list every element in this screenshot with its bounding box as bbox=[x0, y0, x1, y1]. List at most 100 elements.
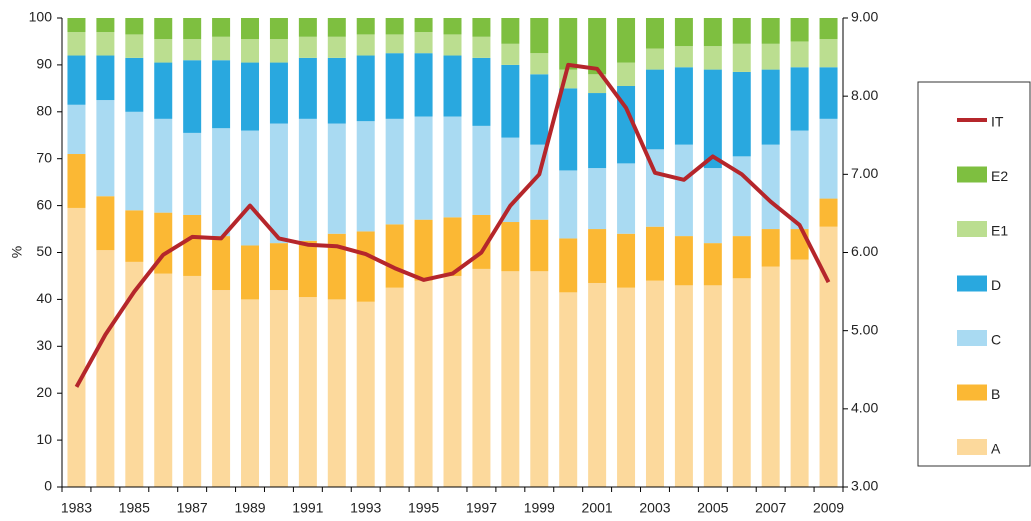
y-tick-label: 90 bbox=[36, 56, 52, 72]
bar-segment bbox=[530, 18, 549, 54]
y2-tick-label: 7.00 bbox=[851, 165, 878, 181]
x-tick-label: 2009 bbox=[813, 500, 844, 516]
bar-segment bbox=[154, 39, 173, 63]
bar-segment bbox=[472, 268, 491, 487]
x-tick-label: 1983 bbox=[61, 500, 92, 516]
bar-segment bbox=[732, 43, 751, 72]
bar-segment bbox=[645, 149, 664, 227]
bar-segment bbox=[472, 57, 491, 126]
y-tick-label: 10 bbox=[36, 431, 52, 447]
x-tick-label: 1985 bbox=[119, 500, 150, 516]
bar-segment bbox=[761, 266, 780, 487]
bar-segment bbox=[241, 39, 260, 63]
y-tick-label: 30 bbox=[36, 337, 52, 353]
bar-segment bbox=[703, 168, 722, 244]
bar-segment bbox=[154, 62, 173, 119]
y2-tick-label: 8.00 bbox=[851, 87, 878, 103]
bar-segment bbox=[154, 118, 173, 213]
legend-label: C bbox=[991, 332, 1001, 348]
bar-segment bbox=[472, 36, 491, 58]
bar-segment bbox=[761, 69, 780, 145]
bar-segment bbox=[443, 18, 462, 35]
bar-segment bbox=[617, 233, 636, 288]
bar-segment bbox=[67, 18, 86, 33]
line bbox=[74, 62, 831, 388]
legend-label: B bbox=[991, 386, 1000, 402]
bar-segment bbox=[732, 18, 751, 44]
bar-segment bbox=[298, 240, 317, 298]
bar-segment bbox=[703, 46, 722, 70]
bar-segment bbox=[732, 278, 751, 487]
bar-segment bbox=[414, 32, 433, 54]
bar-segment bbox=[269, 39, 288, 63]
bar-segment bbox=[241, 130, 260, 246]
bar-segment bbox=[327, 18, 346, 37]
bar-segment bbox=[212, 60, 231, 129]
bar-segment bbox=[125, 261, 144, 487]
bar-segment bbox=[790, 41, 809, 68]
bar-segment bbox=[819, 118, 838, 199]
x-tick-label: 1993 bbox=[350, 500, 381, 516]
bar-segment bbox=[327, 233, 346, 300]
legend-swatch bbox=[957, 275, 987, 292]
bar-segment bbox=[501, 43, 520, 65]
bar-segment bbox=[732, 71, 751, 157]
bar-segment bbox=[241, 62, 260, 131]
bar-segment bbox=[414, 116, 433, 220]
bar-segment bbox=[183, 132, 202, 215]
bar-segment bbox=[674, 46, 693, 68]
bar-segment bbox=[819, 39, 838, 68]
x-tick-label: 2003 bbox=[639, 500, 670, 516]
bar-segment bbox=[183, 214, 202, 276]
bar-segment bbox=[617, 163, 636, 234]
bar-segment bbox=[559, 292, 578, 487]
x-tick-label: 1999 bbox=[524, 500, 555, 516]
bar-segment bbox=[212, 36, 231, 61]
bar-segment bbox=[298, 18, 317, 37]
bar-segment bbox=[703, 18, 722, 47]
bar-segment bbox=[212, 128, 231, 237]
y-tick-label: 70 bbox=[36, 149, 52, 165]
bar-segment bbox=[588, 229, 607, 283]
bar-segment bbox=[588, 93, 607, 169]
bar-segment bbox=[645, 48, 664, 70]
bar-segment bbox=[530, 271, 549, 487]
bar-segment bbox=[125, 57, 144, 112]
bar-segment bbox=[617, 18, 636, 63]
y2-tick-label: 5.00 bbox=[851, 321, 878, 337]
bar-segment bbox=[761, 18, 780, 44]
bar-segment bbox=[414, 280, 433, 487]
bar-segment bbox=[212, 290, 231, 487]
bar-segment bbox=[241, 299, 260, 487]
bar-segment bbox=[67, 104, 86, 155]
bar-segment bbox=[298, 36, 317, 58]
bar-segment bbox=[501, 271, 520, 487]
bar-segment bbox=[645, 18, 664, 49]
bar-segment bbox=[125, 111, 144, 211]
x-tick-label: 2001 bbox=[582, 500, 613, 516]
legend-label: IT bbox=[991, 114, 1004, 130]
x-tick-label: 2007 bbox=[755, 500, 786, 516]
bar-segment bbox=[385, 118, 404, 225]
bar-segment bbox=[443, 275, 462, 487]
bar-segment bbox=[385, 34, 404, 54]
x-tick-label: 2005 bbox=[697, 500, 728, 516]
bar-segment bbox=[269, 62, 288, 124]
bar-segment bbox=[241, 245, 260, 300]
bar-segment bbox=[703, 285, 722, 487]
legend-label: E2 bbox=[991, 168, 1008, 184]
bar-segment bbox=[501, 18, 520, 44]
bar-segment bbox=[356, 121, 375, 232]
bar-segment bbox=[674, 144, 693, 237]
y2-tick-label: 9.00 bbox=[851, 9, 878, 25]
bar-segment bbox=[819, 198, 838, 227]
y-tick-label: 50 bbox=[36, 243, 52, 259]
bar-segment bbox=[327, 57, 346, 124]
legend-label: A bbox=[991, 441, 1001, 457]
bar-segment bbox=[183, 39, 202, 61]
bar-segment bbox=[530, 53, 549, 75]
bar-segment bbox=[443, 34, 462, 56]
y-tick-label: 20 bbox=[36, 384, 52, 400]
bar-segment bbox=[269, 18, 288, 40]
